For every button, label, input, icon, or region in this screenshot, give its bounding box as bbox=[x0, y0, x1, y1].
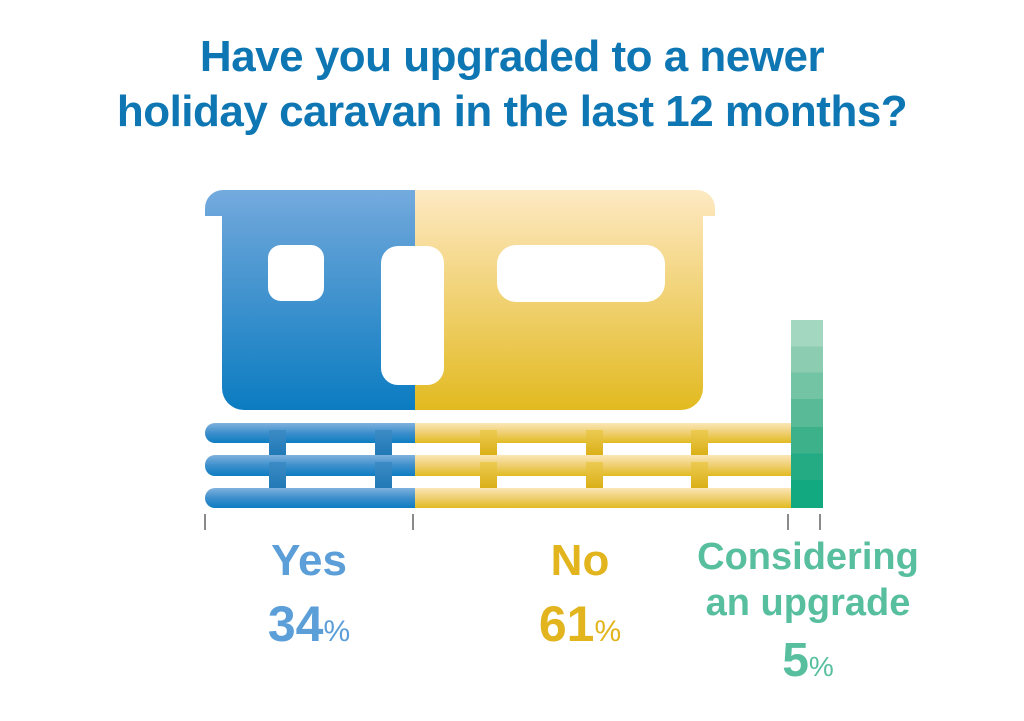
label-no-value: 61% bbox=[430, 595, 730, 652]
axis-tick bbox=[787, 514, 789, 530]
rail-post bbox=[690, 430, 708, 457]
rail-post bbox=[585, 430, 603, 457]
rail-post bbox=[375, 430, 392, 457]
label-yes-value: 34% bbox=[205, 595, 413, 652]
caravan-roof bbox=[205, 190, 715, 216]
rail-segment-yes bbox=[205, 423, 415, 443]
label-no-percent-sign: % bbox=[594, 614, 622, 648]
rail-post bbox=[480, 462, 497, 490]
rail-segment-yes bbox=[205, 488, 415, 508]
rail-post bbox=[585, 462, 603, 490]
chassis-rail-bottom bbox=[205, 488, 791, 508]
rail-segment-no bbox=[415, 423, 791, 443]
label-yes-percent-sign: % bbox=[323, 614, 351, 648]
label-considering-number: 5 bbox=[782, 633, 809, 687]
rail-segment-no bbox=[415, 455, 791, 476]
caravan-door-icon bbox=[381, 246, 444, 385]
chart-title-line2: holiday caravan in the last 12 months? bbox=[116, 86, 908, 136]
axis-tick bbox=[819, 514, 821, 530]
label-yes-number: 34 bbox=[267, 595, 324, 652]
rail-segment-yes bbox=[205, 455, 415, 476]
label-no-number: 61 bbox=[538, 595, 595, 652]
label-no: No 61% bbox=[430, 536, 730, 652]
rail-post bbox=[269, 462, 286, 490]
rail-segment-no bbox=[415, 488, 791, 508]
caravan-window-wide-icon bbox=[497, 245, 665, 302]
label-considering-value: 5% bbox=[696, 633, 920, 688]
rail-post bbox=[690, 462, 708, 490]
bar-segment-considering bbox=[791, 320, 823, 508]
label-considering: Considering an upgrade 5% bbox=[696, 534, 920, 688]
axis-tick bbox=[412, 514, 414, 530]
label-no-name: No bbox=[550, 536, 610, 585]
label-yes-name: Yes bbox=[271, 536, 347, 585]
rail-post bbox=[375, 462, 392, 490]
label-considering-line2: an upgrade bbox=[705, 582, 911, 625]
rail-post bbox=[480, 430, 497, 457]
caravan-window-small-icon bbox=[268, 245, 324, 301]
label-yes: Yes 34% bbox=[205, 536, 413, 652]
axis-tick bbox=[204, 514, 206, 530]
label-considering-line1: Considering bbox=[697, 536, 919, 578]
label-considering-percent-sign: % bbox=[808, 650, 834, 682]
roof-segment-yes bbox=[205, 190, 415, 216]
chart-title: Have you upgraded to a newer holiday car… bbox=[0, 30, 1024, 139]
roof-segment-no bbox=[415, 190, 715, 216]
chart-title-line1: Have you upgraded to a newer bbox=[199, 32, 825, 81]
rail-post bbox=[269, 430, 286, 457]
